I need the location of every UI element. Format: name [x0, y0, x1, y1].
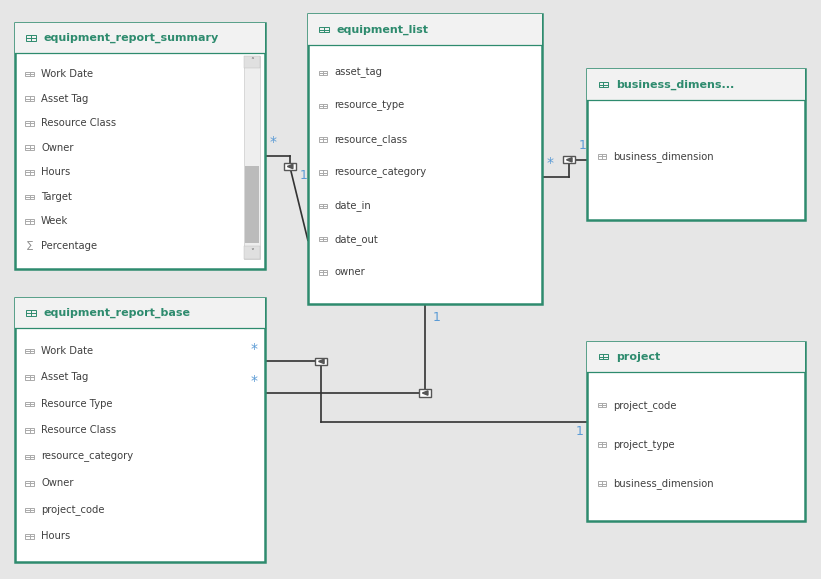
- Bar: [244, 56, 260, 68]
- Bar: [25, 170, 34, 175]
- Text: resource_category: resource_category: [334, 167, 426, 178]
- Text: equipment_list: equipment_list: [337, 24, 429, 35]
- Text: business_dimension: business_dimension: [613, 478, 714, 489]
- Bar: [15, 23, 265, 269]
- Text: *: *: [269, 135, 277, 149]
- Text: Percentage: Percentage: [41, 241, 97, 251]
- Bar: [25, 534, 34, 538]
- Bar: [599, 354, 608, 360]
- Text: 1: 1: [300, 169, 308, 182]
- Text: Asset Tag: Asset Tag: [41, 372, 89, 382]
- Text: *: *: [250, 374, 258, 388]
- Polygon shape: [566, 157, 572, 162]
- Text: resource_category: resource_category: [41, 452, 133, 462]
- Bar: [598, 442, 606, 447]
- Text: ˄: ˄: [250, 57, 254, 67]
- Bar: [587, 69, 805, 220]
- Text: business_dimension: business_dimension: [613, 151, 714, 162]
- Bar: [587, 69, 805, 100]
- Text: Resource Class: Resource Class: [41, 118, 117, 128]
- Polygon shape: [423, 391, 428, 395]
- Text: equipment_report_summary: equipment_report_summary: [44, 33, 218, 43]
- Bar: [15, 23, 265, 53]
- Text: *: *: [547, 156, 554, 170]
- Bar: [587, 342, 805, 372]
- Text: project_code: project_code: [41, 504, 104, 515]
- Text: business_dimens...: business_dimens...: [616, 79, 734, 90]
- Bar: [25, 428, 34, 433]
- Bar: [319, 137, 327, 142]
- Bar: [319, 237, 327, 241]
- Text: project_code: project_code: [613, 400, 677, 411]
- Bar: [319, 170, 327, 175]
- Bar: [25, 349, 34, 353]
- Bar: [308, 14, 542, 45]
- Bar: [25, 508, 34, 512]
- Bar: [319, 71, 327, 75]
- Bar: [244, 56, 260, 259]
- Text: Hours: Hours: [41, 167, 71, 177]
- Bar: [587, 342, 805, 521]
- Bar: [315, 358, 327, 365]
- Text: date_in: date_in: [334, 200, 371, 211]
- Text: Hours: Hours: [41, 532, 71, 541]
- Text: resource_class: resource_class: [334, 134, 407, 145]
- Bar: [319, 204, 327, 208]
- Bar: [598, 403, 606, 408]
- Text: ∑: ∑: [26, 241, 33, 251]
- Text: project_type: project_type: [613, 439, 675, 450]
- Bar: [599, 82, 608, 87]
- Text: Owner: Owner: [41, 143, 74, 153]
- Text: Target: Target: [41, 192, 72, 202]
- Text: resource_type: resource_type: [334, 101, 405, 111]
- Text: Work Date: Work Date: [41, 346, 93, 356]
- Bar: [25, 145, 34, 150]
- Text: 1: 1: [576, 425, 584, 438]
- Bar: [15, 298, 265, 562]
- Polygon shape: [319, 359, 324, 364]
- Bar: [15, 298, 265, 328]
- Bar: [26, 35, 36, 41]
- Text: Resource Type: Resource Type: [41, 399, 112, 409]
- Text: *: *: [250, 342, 258, 356]
- Text: equipment_report_base: equipment_report_base: [44, 308, 190, 318]
- Bar: [244, 246, 260, 259]
- Bar: [25, 195, 34, 199]
- Bar: [308, 14, 542, 304]
- Text: 1: 1: [579, 140, 587, 152]
- Bar: [319, 27, 329, 32]
- Bar: [25, 455, 34, 459]
- Polygon shape: [287, 164, 293, 168]
- Text: Week: Week: [41, 217, 68, 226]
- Text: Work Date: Work Date: [41, 69, 93, 79]
- Bar: [319, 270, 327, 274]
- Text: owner: owner: [334, 267, 365, 277]
- Bar: [25, 121, 34, 126]
- Bar: [598, 154, 606, 159]
- Bar: [25, 402, 34, 406]
- Text: Asset Tag: Asset Tag: [41, 94, 89, 104]
- Bar: [245, 166, 259, 243]
- Bar: [419, 389, 431, 397]
- Text: Resource Class: Resource Class: [41, 426, 117, 435]
- Bar: [284, 163, 296, 170]
- Text: asset_tag: asset_tag: [334, 68, 382, 78]
- Bar: [25, 219, 34, 223]
- Text: 1: 1: [433, 312, 441, 324]
- Bar: [25, 96, 34, 101]
- Text: date_out: date_out: [334, 234, 378, 244]
- Bar: [25, 375, 34, 380]
- Bar: [598, 482, 606, 486]
- Bar: [563, 156, 576, 163]
- Bar: [319, 104, 327, 108]
- Text: Owner: Owner: [41, 478, 74, 489]
- Bar: [25, 481, 34, 486]
- Text: project: project: [616, 351, 660, 362]
- Bar: [25, 72, 34, 76]
- Text: ˅: ˅: [250, 248, 254, 257]
- Bar: [26, 310, 36, 316]
